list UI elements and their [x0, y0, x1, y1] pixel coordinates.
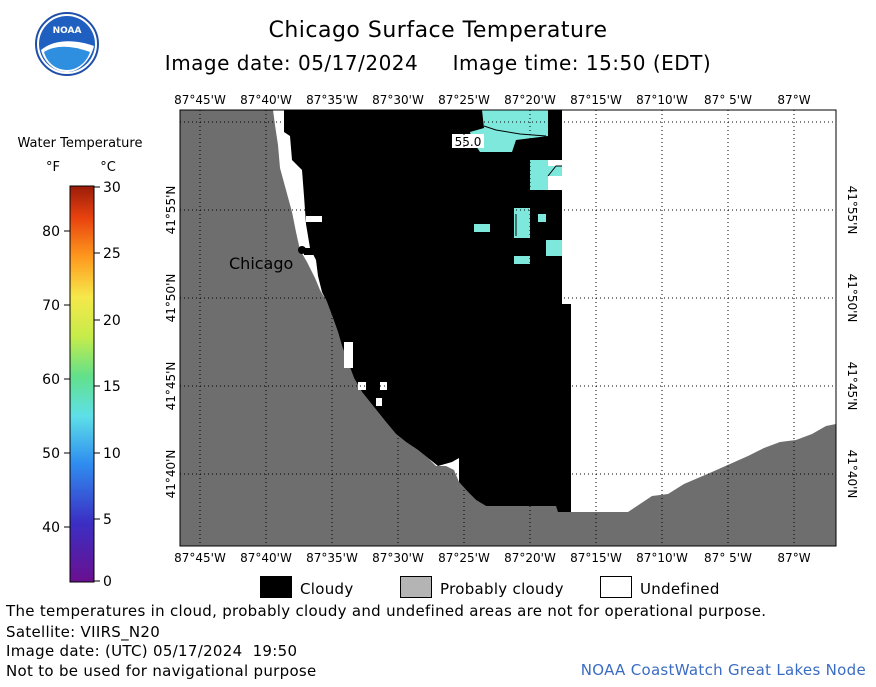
longitude-labels-top: 87°45'W 87°40'W 87°35'W 87°30'W 87°25'W 87°20… [174, 93, 811, 107]
image-time: Image time: 15:50 (EDT) [452, 51, 712, 75]
city-label-chicago: Chicago [229, 254, 293, 273]
satellite-text: Satellite: VIIRS_N20 [6, 623, 161, 641]
lon-label-bottom: 87°W [777, 551, 810, 565]
lat-label-right: 41°45'N [845, 362, 859, 411]
colorbar-gradient [69, 185, 95, 583]
lon-label-bottom: 87°35'W [306, 551, 358, 565]
lat-label-right: 41°50'N [845, 274, 859, 323]
colorbar-f-tick-label: 60 [42, 372, 60, 388]
noaa-logo-text: NOAA [53, 26, 82, 36]
colorbar-c-tick-label: 25 [103, 246, 121, 262]
lon-label-top: 87°35'W [306, 93, 358, 107]
undefined-gap [344, 342, 353, 368]
utc-date-text: Image date: (UTC) 05/17/2024 19:50 [6, 642, 298, 660]
colorbar-unit-c: °C [100, 160, 116, 175]
undefined-gap [306, 216, 322, 222]
lon-label-top: 87°15'W [570, 93, 622, 107]
latitude-labels-left: 41°55'N 41°50'N 41°45'N 41°40'N [164, 186, 178, 499]
longitude-labels-bottom: 87°45'W 87°40'W 87°35'W 87°30'W 87°25'W 87°20… [174, 551, 811, 565]
colorbar-c-tick-label: 15 [103, 379, 121, 395]
image-datetime: Image date: 05/17/2024 Image time: 15:50… [0, 51, 876, 75]
water-temp-area [546, 240, 562, 256]
legend-label-probably-cloudy: Probably cloudy [440, 580, 564, 598]
lon-label-top: 87°25'W [438, 93, 490, 107]
legend-swatch-cloudy [260, 576, 292, 598]
colorbar-c-tick-label: 20 [103, 313, 121, 329]
cloudy-area [284, 110, 571, 512]
lat-label-right: 41°40'N [845, 450, 859, 499]
isotherm-contour [547, 165, 562, 177]
lon-label-bottom: 87°20'W [504, 551, 556, 565]
noaa-logo: NOAA [35, 12, 99, 76]
water-temp-area [514, 256, 530, 264]
lon-label-top: 87°45'W [174, 93, 226, 107]
lon-label-bottom: 87°25'W [438, 551, 490, 565]
colorbar-f-ticks: 80 70 60 50 40 [42, 224, 70, 536]
isotherm-label-bg [452, 134, 484, 148]
lon-label-bottom: 87°40'W [240, 551, 292, 565]
nav-warning-text: Not to be used for navigational purpose [6, 662, 317, 680]
lat-label-right: 41°55'N [845, 186, 859, 235]
chicago-marker-block [304, 248, 316, 255]
lon-label-bottom: 87°10'W [636, 551, 688, 565]
lon-label-top: 87°W [777, 93, 810, 107]
map-panel: 55.0 Chicago 87°45'W 87°40'W 87°35'W 87°30'… [164, 93, 859, 565]
colorbar-f-tick-label: 50 [42, 446, 60, 462]
lon-label-top: 87° 5'W [704, 93, 752, 107]
disclaimer-text: The temperatures in cloud, probably clou… [6, 602, 767, 620]
colorbar-c-ticks: 30 25 20 15 10 5 0 [94, 180, 121, 590]
undefined-gap [380, 382, 387, 390]
isotherm-label: 55.0 [455, 135, 482, 149]
water-temp-area [530, 160, 548, 190]
water-temp-area [538, 214, 546, 222]
lon-label-top: 87°20'W [504, 93, 556, 107]
map-frame [179, 109, 837, 547]
lat-label-left: 41°45'N [164, 362, 178, 411]
water-temp-area [514, 208, 530, 238]
water-temp-area [548, 166, 562, 176]
colorbar-f-tick-label: 80 [42, 224, 60, 240]
land-west [180, 110, 836, 546]
colorbar-unit-f: °F [46, 160, 60, 175]
isotherm-contour [483, 125, 547, 137]
water-temp-area [474, 224, 490, 232]
lon-label-bottom: 87°45'W [174, 551, 226, 565]
image-date: Image date: 05/17/2024 [164, 51, 419, 75]
lon-label-top: 87°40'W [240, 93, 292, 107]
lon-label-top: 87°30'W [372, 93, 424, 107]
credit-text: NOAA CoastWatch Great Lakes Node [580, 661, 866, 679]
undefined-gap [376, 398, 382, 406]
lon-label-bottom: 87°15'W [570, 551, 622, 565]
legend-swatch-probably-cloudy [400, 576, 432, 598]
lat-label-left: 41°40'N [164, 450, 178, 499]
legend-label-undefined: Undefined [640, 580, 720, 598]
lon-label-bottom: 87° 5'W [704, 551, 752, 565]
undefined-gap [358, 382, 366, 390]
colorbar-f-tick-label: 70 [42, 298, 60, 314]
colorbar-f-tick-label: 40 [42, 520, 60, 536]
colorbar-title: Water Temperature [18, 136, 143, 151]
latitude-labels-right: 41°55'N 41°50'N 41°45'N 41°40'N [845, 186, 859, 499]
lat-label-left: 41°55'N [164, 186, 178, 235]
water-temp-area [470, 110, 548, 152]
legend-label-cloudy: Cloudy [300, 580, 354, 598]
lat-label-left: 41°50'N [164, 274, 178, 323]
colorbar-c-tick-label: 0 [103, 574, 112, 590]
colorbar-c-tick-label: 10 [103, 446, 121, 462]
page-title: Chicago Surface Temperature [268, 18, 608, 43]
graticule [180, 110, 836, 546]
colorbar-c-tick-label: 5 [103, 512, 112, 528]
lon-label-bottom: 87°30'W [372, 551, 424, 565]
lon-label-top: 87°10'W [636, 93, 688, 107]
colorbar-c-tick-label: 30 [103, 180, 121, 196]
legend-swatch-undefined [600, 576, 632, 598]
